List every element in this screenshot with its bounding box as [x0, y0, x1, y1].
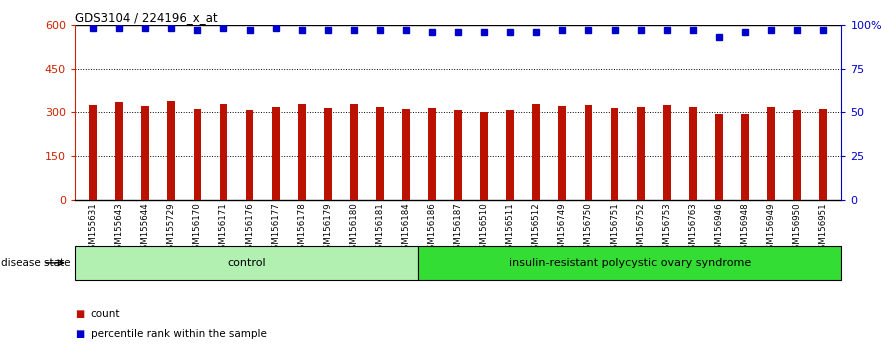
Text: GDS3104 / 224196_x_at: GDS3104 / 224196_x_at — [75, 11, 218, 24]
Bar — [194, 109, 202, 200]
Bar — [324, 108, 331, 200]
Bar — [141, 106, 149, 200]
Bar — [402, 109, 410, 200]
Text: GSM156512: GSM156512 — [532, 202, 541, 255]
Text: GSM155631: GSM155631 — [89, 202, 98, 255]
Text: GSM156753: GSM156753 — [663, 202, 671, 255]
Text: GSM156946: GSM156946 — [714, 202, 723, 255]
Text: GSM156171: GSM156171 — [219, 202, 228, 255]
Text: GSM156951: GSM156951 — [818, 202, 827, 255]
Bar — [611, 108, 618, 200]
Bar — [741, 114, 749, 200]
Text: GSM156750: GSM156750 — [584, 202, 593, 255]
Bar — [767, 107, 775, 200]
Bar — [75, 246, 418, 280]
Text: percentile rank within the sample: percentile rank within the sample — [91, 329, 267, 339]
Text: GSM156949: GSM156949 — [766, 202, 775, 255]
Bar — [793, 110, 801, 200]
Bar — [115, 102, 123, 200]
Bar — [637, 107, 645, 200]
Bar — [507, 110, 515, 200]
Text: GSM156187: GSM156187 — [454, 202, 463, 255]
Bar — [663, 105, 670, 200]
Text: insulin-resistant polycystic ovary syndrome: insulin-resistant polycystic ovary syndr… — [509, 258, 751, 268]
Text: disease state: disease state — [1, 258, 70, 268]
Text: ■: ■ — [75, 309, 84, 319]
Text: GSM156511: GSM156511 — [506, 202, 515, 255]
Text: GSM156179: GSM156179 — [323, 202, 332, 255]
Bar — [376, 107, 384, 200]
Bar — [298, 104, 306, 200]
Text: GSM156176: GSM156176 — [245, 202, 254, 255]
Bar — [819, 109, 827, 200]
Text: GSM156184: GSM156184 — [402, 202, 411, 255]
Text: control: control — [227, 258, 266, 268]
Text: GSM156186: GSM156186 — [427, 202, 437, 255]
Text: GSM156180: GSM156180 — [350, 202, 359, 255]
Text: GSM156752: GSM156752 — [636, 202, 645, 255]
Text: GSM156950: GSM156950 — [793, 202, 802, 255]
Text: GSM156763: GSM156763 — [688, 202, 697, 255]
Bar — [480, 112, 488, 200]
Bar — [559, 106, 566, 200]
Text: GSM156948: GSM156948 — [740, 202, 750, 255]
Bar — [271, 107, 279, 200]
Bar — [455, 110, 462, 200]
Bar — [418, 246, 841, 280]
Bar — [689, 107, 697, 200]
Text: count: count — [91, 309, 120, 319]
Text: GSM156751: GSM156751 — [610, 202, 619, 255]
Bar — [428, 108, 436, 200]
Text: GSM156170: GSM156170 — [193, 202, 202, 255]
Bar — [714, 114, 722, 200]
Bar — [350, 104, 358, 200]
Bar — [89, 105, 97, 200]
Bar — [219, 104, 227, 200]
Text: ■: ■ — [75, 329, 84, 339]
Bar — [532, 104, 540, 200]
Bar — [246, 110, 254, 200]
Text: GSM155729: GSM155729 — [167, 202, 176, 255]
Text: GSM155644: GSM155644 — [141, 202, 150, 255]
Text: GSM156177: GSM156177 — [271, 202, 280, 255]
Bar — [167, 101, 175, 200]
Text: GSM155643: GSM155643 — [115, 202, 123, 255]
Text: GSM156181: GSM156181 — [375, 202, 384, 255]
Text: GSM156178: GSM156178 — [297, 202, 307, 255]
Bar — [585, 105, 592, 200]
Text: GSM156510: GSM156510 — [479, 202, 489, 255]
Text: GSM156749: GSM156749 — [558, 202, 566, 255]
